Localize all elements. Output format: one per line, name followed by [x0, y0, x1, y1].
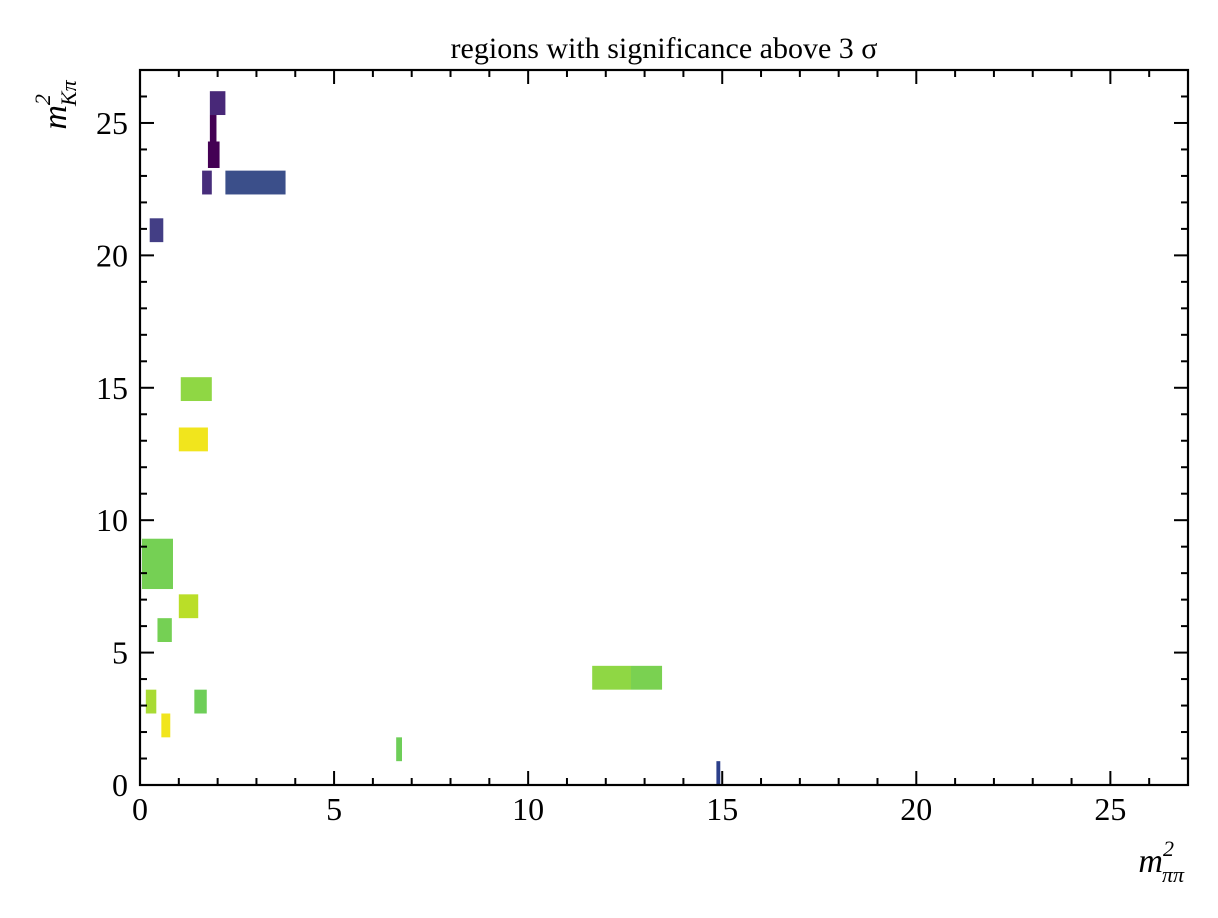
y-axis-label-sup: 2: [30, 94, 55, 105]
significance-region-15: [161, 713, 171, 738]
y-axis-label-base: m: [37, 105, 74, 130]
y-tick-label: 25: [96, 105, 128, 141]
y-tick-label: 15: [96, 370, 128, 406]
y-axis-label-group: m2Kπ: [30, 79, 81, 129]
tick-layer: 0 5 10 15 20 25 0 5 10 15 20 25: [96, 69, 1189, 827]
significance-region-13: [145, 689, 157, 714]
significance-region-4: [225, 170, 286, 195]
x-axis-label: m2 ππ: [1138, 836, 1185, 887]
x-axis-label-base: m: [1138, 843, 1163, 880]
significance-region-11: [592, 665, 632, 690]
x-tick-label: 5: [326, 791, 342, 827]
x-tick-label: 10: [512, 791, 544, 827]
significance-region-17: [716, 761, 721, 785]
significance-region-9: [178, 594, 199, 619]
y-axis-label: m2Kπ: [30, 79, 81, 129]
significance-region-7: [178, 427, 208, 452]
y-tick-label: 20: [96, 237, 128, 273]
x-tick-label: 20: [900, 791, 932, 827]
x-axis-label-sup: 2: [1163, 836, 1174, 861]
y-tick-label: 5: [112, 635, 128, 671]
significance-region-3: [202, 170, 212, 195]
x-tick-label: 0: [132, 791, 148, 827]
significance-region-5: [149, 218, 164, 243]
data-layer: [141, 91, 721, 785]
significance-region-12: [631, 665, 663, 690]
significance-region-8: [141, 538, 173, 590]
significance-region-0: [209, 91, 226, 116]
significance-region-14: [194, 689, 207, 714]
significance-region-1: [209, 115, 217, 142]
significance-region-16: [396, 737, 402, 762]
x-tick-label: 15: [706, 791, 738, 827]
plot-frame: [138, 68, 1190, 787]
chart-title: regions with significance above 3 σ: [451, 32, 878, 65]
x-tick-label: 25: [1094, 791, 1126, 827]
significance-region-10: [157, 618, 172, 642]
x-axis-label-sub: ππ: [1162, 862, 1185, 887]
significance-region-2: [207, 141, 220, 168]
y-axis-label-sub: Kπ: [56, 79, 81, 107]
y-tick-label: 0: [112, 767, 128, 803]
significance-region-6: [180, 377, 212, 402]
y-tick-label: 10: [96, 502, 128, 538]
